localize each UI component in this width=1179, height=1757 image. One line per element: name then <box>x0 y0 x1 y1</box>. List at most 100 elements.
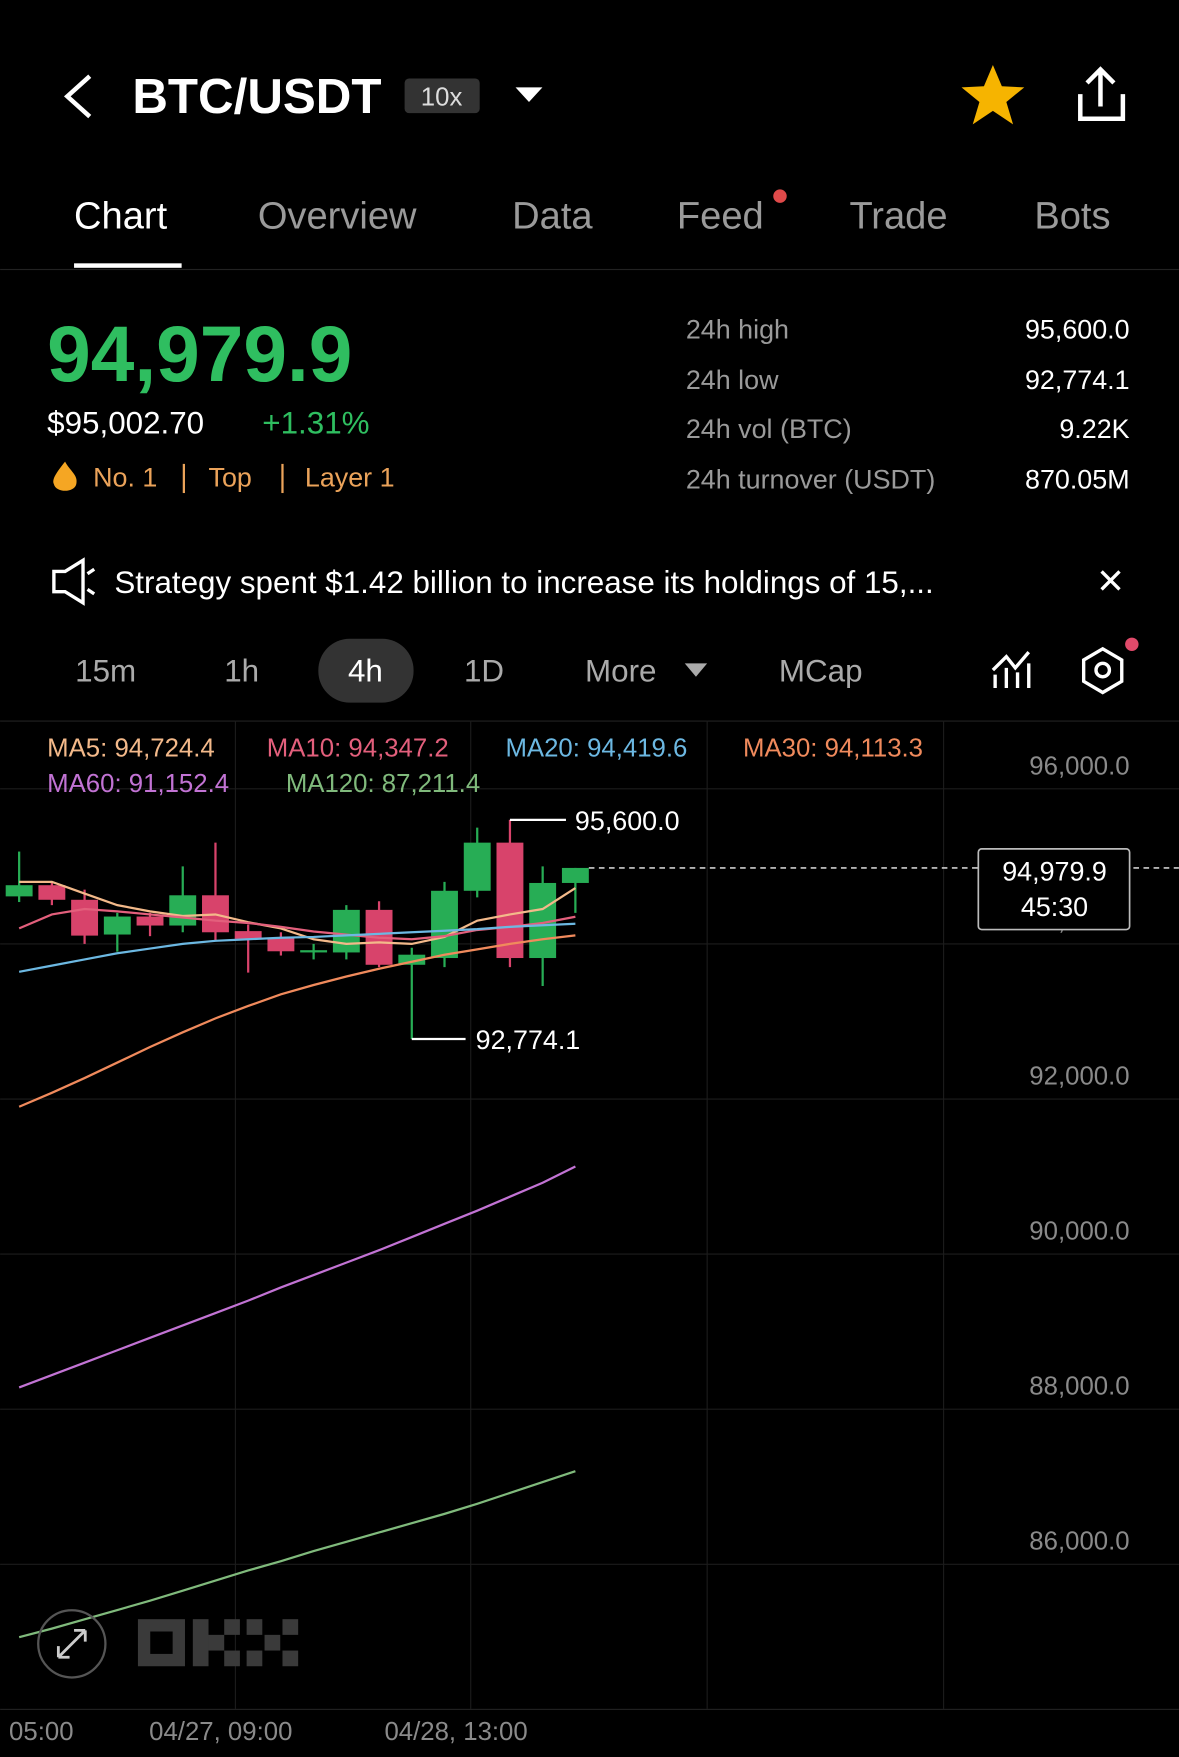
divider <box>0 1708 1179 1710</box>
fullscreen-button[interactable] <box>37 1609 107 1679</box>
candle-body <box>300 950 328 953</box>
ma-legend: MA60: 91,152.4 <box>47 770 229 798</box>
tab[interactable]: Chart <box>74 196 168 238</box>
news-text[interactable]: Strategy spent $1.42 billion to increase… <box>114 565 933 600</box>
settings-button[interactable] <box>1081 646 1124 695</box>
candle-body <box>431 890 458 959</box>
tag[interactable]: No. 1 <box>93 462 157 492</box>
candle-body <box>561 867 589 883</box>
share-button[interactable] <box>1078 66 1126 122</box>
stat-label: 24h low <box>686 365 779 395</box>
candle-body <box>71 899 99 936</box>
usd-price: $95,002.70 <box>47 406 204 441</box>
chart: 86,000.088,000.090,000.092,000.094,000.0… <box>0 734 1179 1746</box>
interval[interactable]: 1D <box>464 653 504 688</box>
y-tick-label: 88,000.0 <box>1029 1373 1129 1401</box>
settings-core <box>1094 661 1112 679</box>
intervals: 15m 1h 4h 1D More MCap <box>75 653 862 688</box>
ma-legend: MA5: 94,724.4 <box>47 734 215 762</box>
interval[interactable]: More <box>585 653 656 688</box>
candle-body <box>234 931 262 939</box>
x-tick-label: 04/27, 09:00 <box>149 1718 292 1746</box>
interval[interactable]: 15m <box>75 653 136 688</box>
interval[interactable]: MCap <box>779 653 863 688</box>
candle-body <box>463 842 491 891</box>
ma-legend: MA20: 94,419.6 <box>505 734 687 762</box>
y-tick-label: 90,000.0 <box>1029 1218 1129 1246</box>
tab[interactable]: Bots <box>1034 196 1110 238</box>
y-tick-label: 86,000.0 <box>1029 1528 1129 1556</box>
settings-hex <box>1081 646 1124 695</box>
ma-legend: MA10: 94,347.2 <box>267 734 449 762</box>
candle-body <box>398 954 426 965</box>
leverage-text: 10x <box>421 83 463 111</box>
candle-body <box>332 909 360 953</box>
divider <box>0 720 1179 722</box>
tab[interactable]: Trade <box>849 196 947 238</box>
fire-icon <box>53 461 77 491</box>
ma-line <box>18 1470 576 1639</box>
tab[interactable]: Overview <box>258 196 417 238</box>
last-price: 94,979.9 <box>47 310 352 398</box>
x-tick-label: 05:00 <box>9 1718 73 1746</box>
more-dropdown[interactable] <box>684 663 708 677</box>
price-change: +1.31% <box>262 406 369 441</box>
ma-line <box>19 880 576 946</box>
ma-legend: MA120: 87,211.4 <box>286 770 480 798</box>
stat-label: 24h high <box>686 314 789 344</box>
notification-dot <box>1125 637 1139 652</box>
notification-dot <box>773 189 787 203</box>
watermark-logo <box>137 1619 299 1667</box>
y-tick-label: 96,000.0 <box>1029 752 1129 780</box>
vertical-grid <box>234 720 945 1709</box>
indicator-button[interactable] <box>991 651 1031 689</box>
tab-underline <box>74 263 182 268</box>
tab[interactable]: Data <box>512 196 593 238</box>
last-price-label: 94,979.9 <box>1002 856 1107 886</box>
countdown: 45:30 <box>1021 892 1088 922</box>
candle-body <box>5 885 33 897</box>
active-interval-pill <box>318 638 414 703</box>
interval[interactable]: 1h <box>224 653 259 688</box>
back-button[interactable] <box>63 74 92 119</box>
pair-dropdown[interactable] <box>515 87 543 102</box>
stats: 24h high 95,600.0 24h low 92,774.1 24h v… <box>686 314 1130 494</box>
candle-body <box>267 937 295 952</box>
close-news[interactable] <box>1100 570 1121 591</box>
tag[interactable]: Top <box>209 462 252 492</box>
stat-label: 24h vol (BTC) <box>686 414 852 444</box>
tag-separator <box>182 463 185 494</box>
fullscreen-icon <box>56 1628 87 1659</box>
candle-body <box>38 885 66 900</box>
candle-body <box>136 916 164 926</box>
ma-line <box>18 922 576 973</box>
ma-legend: MA30: 94,113.3 <box>743 734 923 762</box>
high-label: 95,600.0 <box>575 806 680 836</box>
candle-body <box>496 842 524 959</box>
leverage-badge <box>404 78 480 114</box>
x-tick-label: 04/28, 13:00 <box>384 1718 527 1746</box>
stat-value: 92,774.1 <box>1025 365 1130 395</box>
divider <box>0 268 1179 271</box>
ma-line <box>18 1165 576 1389</box>
stat-value: 95,600.0 <box>1025 314 1130 344</box>
stat-value: 9.22K <box>1059 414 1129 444</box>
megaphone-icon <box>52 557 96 606</box>
tab[interactable]: Feed <box>677 196 764 238</box>
last-price-box <box>977 848 1131 931</box>
candle-body <box>103 916 131 935</box>
stat-value: 870.05M <box>1025 465 1130 495</box>
tag[interactable]: Layer 1 <box>305 462 395 492</box>
pair-title: BTC/USDT <box>132 69 381 124</box>
low-label: 92,774.1 <box>476 1025 581 1055</box>
interval[interactable]: 4h <box>348 653 383 688</box>
stat-label: 24h turnover (USDT) <box>686 465 935 495</box>
y-tick-label: 92,000.0 <box>1029 1062 1129 1090</box>
favorite-star[interactable] <box>961 64 1025 125</box>
ma-line <box>18 934 576 1108</box>
candle-body <box>169 895 197 926</box>
tag-separator <box>281 463 284 494</box>
